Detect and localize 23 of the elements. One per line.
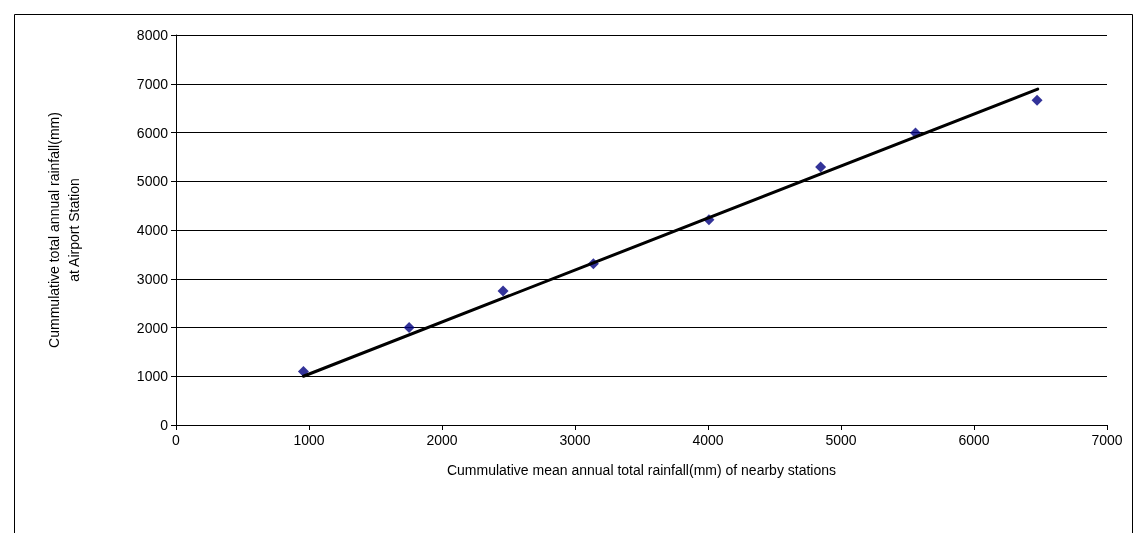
- x-tick-label: 7000: [1091, 432, 1123, 448]
- x-axis-title: Cummulative mean annual total rainfall(mm) of nearby stations: [446, 462, 837, 478]
- x-tick-label: 4000: [692, 432, 724, 448]
- y-tick-label: 6000: [136, 124, 169, 141]
- y-tick-label: 0: [160, 417, 169, 433]
- x-tick-label: 1000: [293, 432, 325, 448]
- x-tick-label: 3000: [559, 432, 591, 448]
- point: [497, 285, 509, 297]
- point: [1031, 94, 1043, 106]
- point: [403, 322, 415, 333]
- x-tick-label: 6000: [958, 432, 990, 448]
- point: [815, 161, 827, 173]
- y-tick-label: 8000: [136, 27, 169, 43]
- y-tick-label: 7000: [136, 75, 169, 92]
- y-tick-label: 3000: [136, 270, 169, 287]
- y-tick-label: 5000: [136, 173, 169, 190]
- x-tick-label: 5000: [825, 432, 857, 448]
- y-tick-label: 4000: [136, 222, 169, 238]
- y-tick-label: 1000: [136, 368, 169, 385]
- x-tick-label: 0: [172, 432, 181, 448]
- y-tick-label: 2000: [136, 319, 169, 336]
- x-tick-label: 2000: [426, 432, 458, 448]
- y-axis-title: Cummulative total annual rainfall(mm) at Airport Station: [46, 112, 82, 348]
